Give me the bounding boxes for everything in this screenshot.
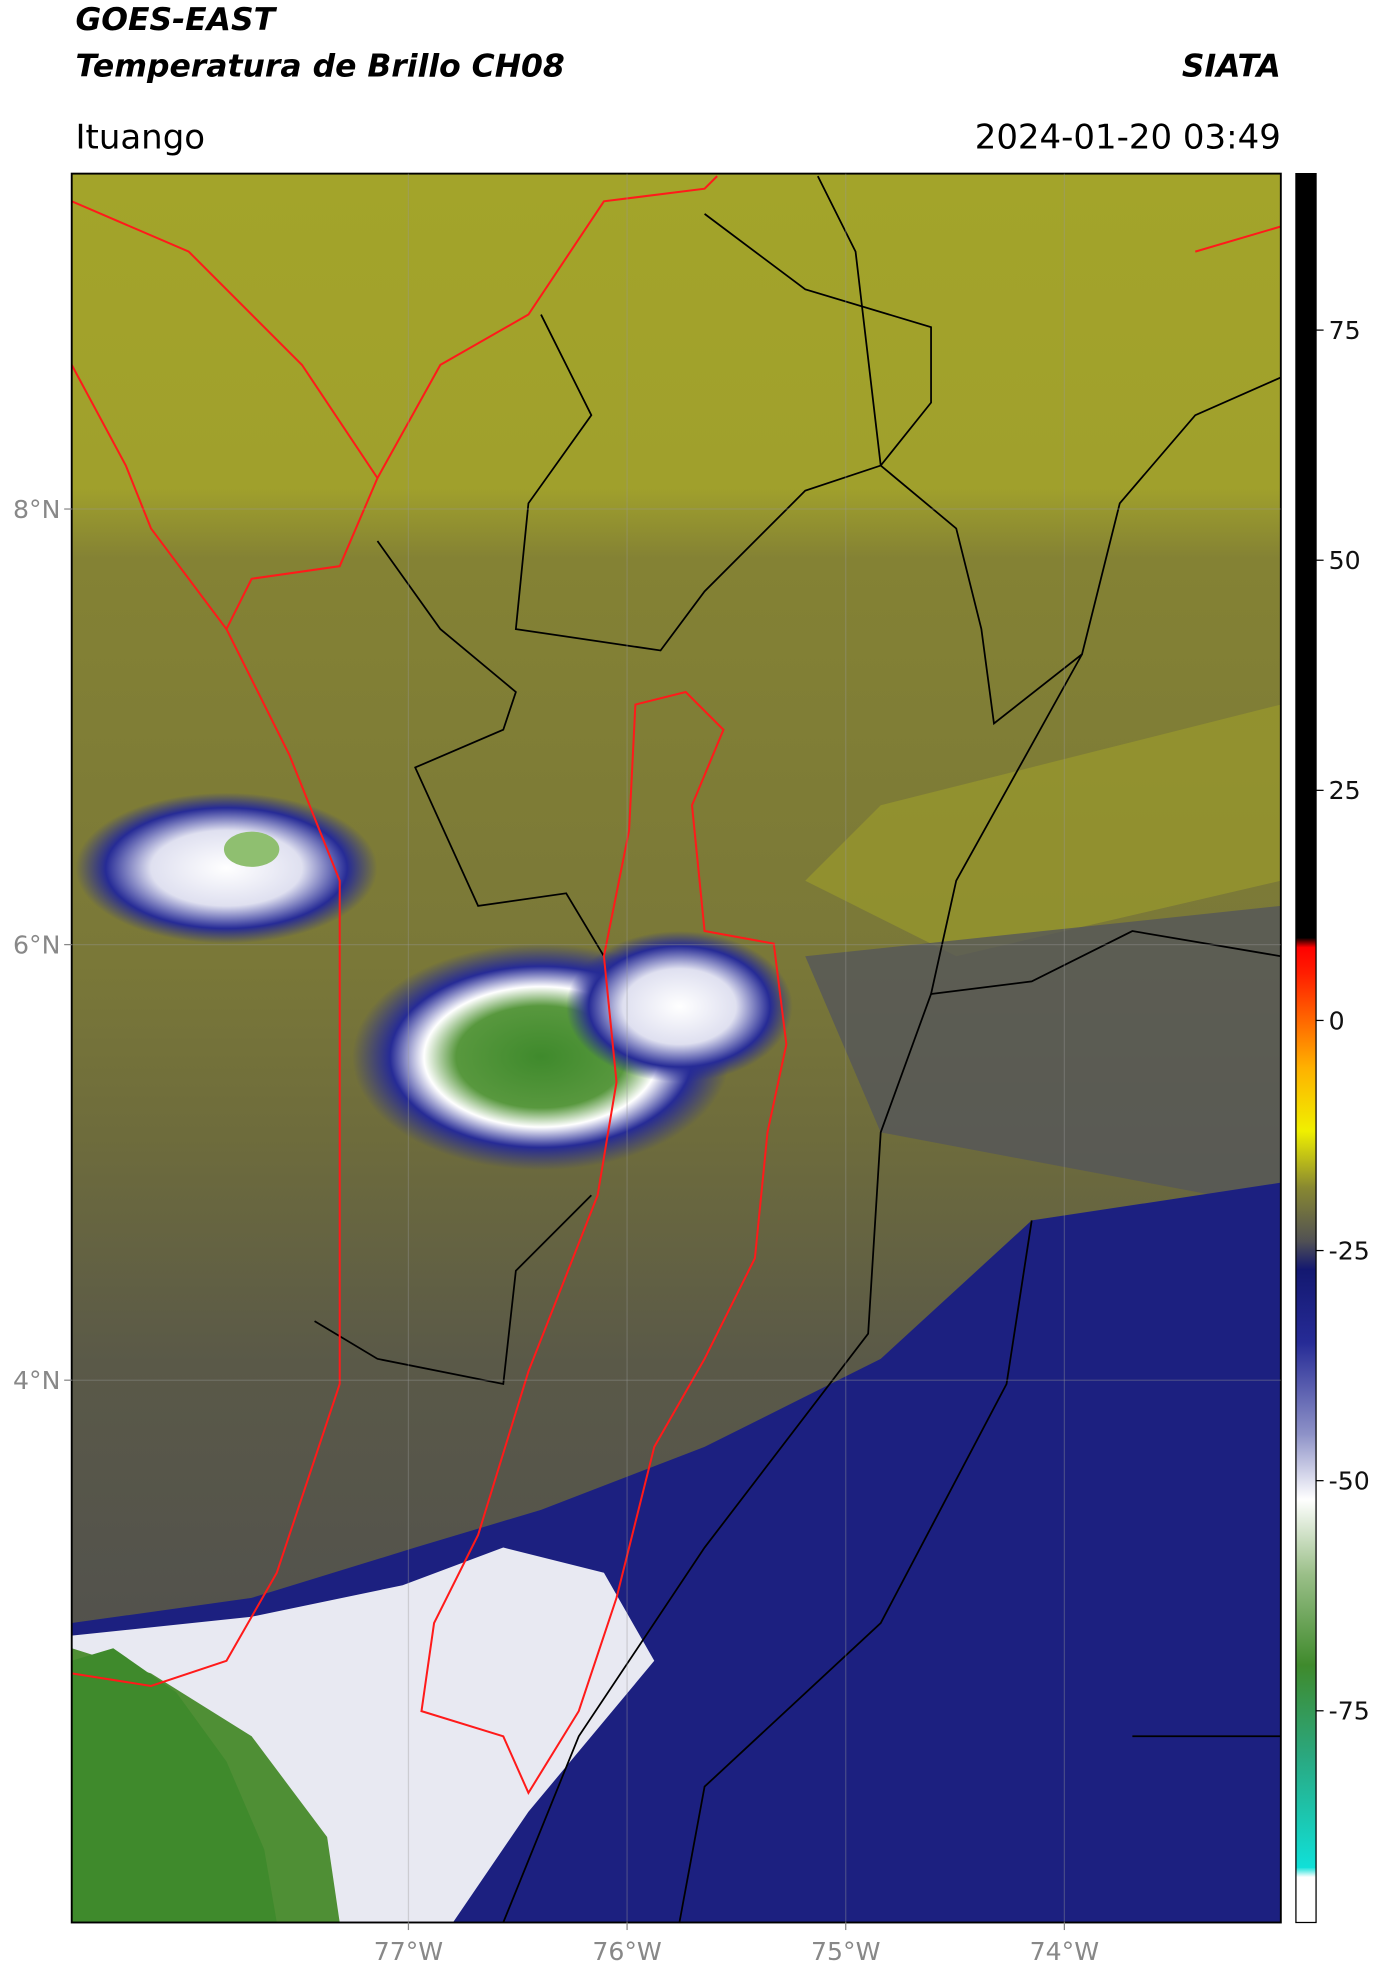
- colorbar-frame: [1295, 172, 1317, 1924]
- region: Ituango: [75, 117, 205, 157]
- colorbar-segment: [1295, 946, 1317, 976]
- colorbar-tick-label: 0: [1329, 1006, 1345, 1035]
- lat-tick-label: 6°N: [13, 930, 60, 959]
- colorbar-tick-label: -25: [1329, 1236, 1370, 1265]
- colorbar-segment: [1295, 937, 1317, 948]
- colorbar-segment: [1295, 1434, 1317, 1500]
- colorbar-segment: [1295, 1130, 1317, 1187]
- title: GOES-EAST: [75, 2, 277, 38]
- lat-tick-label: 8°N: [13, 495, 60, 524]
- lon-tick-label: 74°W: [1030, 1937, 1100, 1966]
- colorbar-tick-label: 75: [1329, 316, 1361, 345]
- colorbar-tick-label: -75: [1329, 1697, 1370, 1726]
- colorbar-segment: [1295, 1867, 1317, 1878]
- colorbar-segment: [1295, 1066, 1317, 1132]
- lon-tick-label: 76°W: [592, 1937, 662, 1966]
- colorbar-segment: [1295, 173, 1317, 939]
- lon-tick-label: 77°W: [374, 1937, 444, 1966]
- subtitle: Temperatura de Brillo CH08: [75, 49, 564, 85]
- map-image: [71, 173, 1281, 1923]
- colorbar-tick-label: -50: [1329, 1466, 1370, 1495]
- colorbar-segment: [1295, 1572, 1317, 1666]
- colorbar-segment: [1295, 1756, 1317, 1868]
- colorbar-segment: [1295, 974, 1317, 1068]
- colorbar-tick-label: 25: [1329, 776, 1361, 805]
- colorbar-segment: [1295, 1241, 1317, 1270]
- datetime: 2024-01-20 03:49: [975, 117, 1281, 157]
- map-frame: [70, 172, 1282, 1924]
- colorbar-segment: [1295, 1268, 1317, 1344]
- lat-tick-label: 4°N: [13, 1366, 60, 1395]
- colorbar-segment: [1295, 1342, 1317, 1436]
- brand: SIATA: [1182, 49, 1281, 85]
- colorbar-segment: [1295, 1186, 1317, 1242]
- lon-tick-label: 75°W: [811, 1937, 881, 1966]
- colorbar-segment: [1295, 1664, 1317, 1758]
- colorbar-segment: [1295, 1876, 1317, 1924]
- colorbar-segment: [1295, 1499, 1317, 1574]
- colorbar-tick-label: 50: [1329, 546, 1361, 575]
